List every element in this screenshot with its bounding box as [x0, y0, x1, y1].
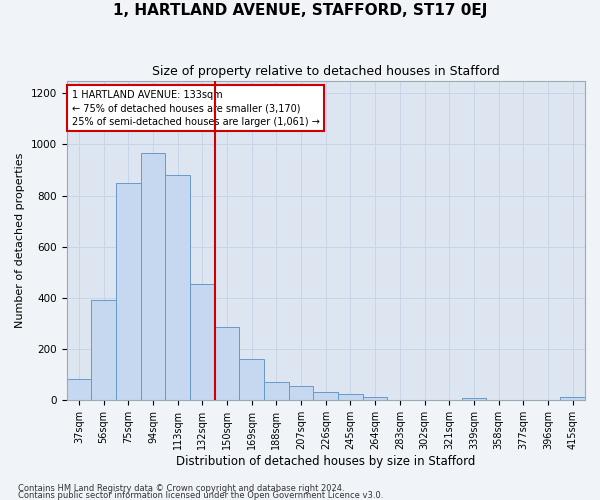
Bar	[140, 154, 165, 400]
Bar	[338, 394, 363, 400]
Bar	[190, 284, 215, 400]
Bar	[264, 382, 289, 400]
Bar	[91, 300, 116, 400]
Bar	[116, 182, 140, 400]
Bar	[313, 392, 338, 400]
Bar	[560, 398, 585, 400]
X-axis label: Distribution of detached houses by size in Stafford: Distribution of detached houses by size …	[176, 454, 475, 468]
Text: Contains public sector information licensed under the Open Government Licence v3: Contains public sector information licen…	[18, 492, 383, 500]
Bar	[67, 380, 91, 400]
Text: 1 HARTLAND AVENUE: 133sqm
← 75% of detached houses are smaller (3,170)
25% of se: 1 HARTLAND AVENUE: 133sqm ← 75% of detac…	[72, 90, 320, 126]
Bar	[165, 175, 190, 400]
Bar	[239, 359, 264, 400]
Y-axis label: Number of detached properties: Number of detached properties	[15, 152, 25, 328]
Text: 1, HARTLAND AVENUE, STAFFORD, ST17 0EJ: 1, HARTLAND AVENUE, STAFFORD, ST17 0EJ	[113, 2, 487, 18]
Bar	[461, 398, 486, 400]
Bar	[363, 397, 388, 400]
Bar	[289, 386, 313, 400]
Bar	[215, 327, 239, 400]
Title: Size of property relative to detached houses in Stafford: Size of property relative to detached ho…	[152, 65, 500, 78]
Text: Contains HM Land Registry data © Crown copyright and database right 2024.: Contains HM Land Registry data © Crown c…	[18, 484, 344, 493]
